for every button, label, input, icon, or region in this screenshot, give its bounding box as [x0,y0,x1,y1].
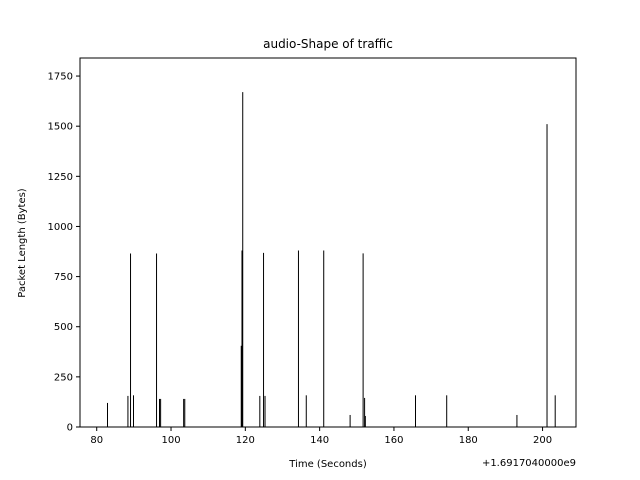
y-tick-label-4: 1000 [48,222,73,233]
x-tick-label-4: 160 [384,435,403,446]
x-tick-label-1: 100 [161,435,180,446]
x-tick-label-3: 140 [310,435,329,446]
y-tick-label-1: 250 [54,372,73,383]
y-ticks-layer: 0 250 500 750 1000 1250 1500 1750 [48,72,80,434]
y-axis-label: Packet Length (Bytes) [17,188,28,298]
y-tick-label-5: 1250 [48,172,73,183]
x-tick-label-2: 120 [236,435,255,446]
x-tick-label-6: 200 [533,435,552,446]
plot-frame [79,57,577,428]
x-tick-label-5: 180 [459,435,478,446]
bars-layer [106,92,556,427]
y-tick-label-3: 750 [54,272,73,283]
y-tick-label-0: 0 [67,423,73,434]
y-tick-label-6: 1500 [48,122,73,133]
x-axis-label: Time (Seconds) [288,459,367,470]
x-offset-label: +1.6917040000e9 [482,458,576,469]
y-tick-label-2: 500 [54,322,73,333]
x-tick-label-0: 80 [90,435,103,446]
x-ticks-layer: 80 100 120 140 160 180 200 [90,427,552,446]
chart-title: audio-Shape of traffic [263,37,393,51]
y-tick-label-7: 1750 [48,72,73,83]
